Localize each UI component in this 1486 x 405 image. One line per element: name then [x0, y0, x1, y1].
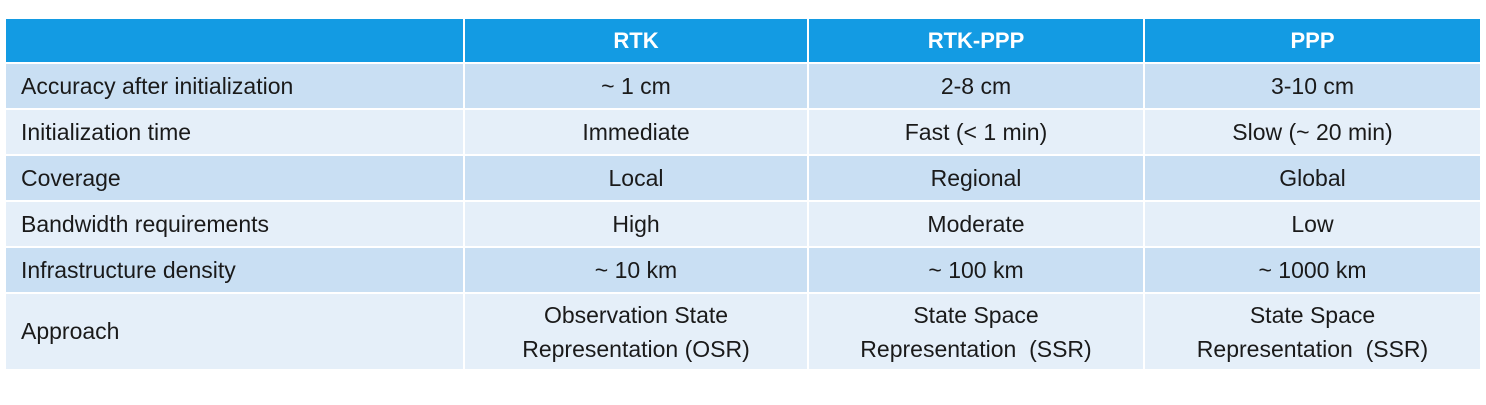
- cell-line: State Space: [1249, 301, 1376, 328]
- row-label: Bandwidth requirements: [6, 202, 465, 248]
- header-row: RTK RTK-PPP PPP: [6, 19, 1480, 64]
- table-row: Coverage Local Regional Global: [6, 156, 1480, 202]
- cell-rtk: ~ 10 km: [465, 248, 809, 294]
- cell-rtk-ppp: 2-8 cm: [809, 64, 1145, 110]
- cell-line: Representation (SSR): [860, 335, 1092, 362]
- header-cell-ppp: PPP: [1145, 19, 1480, 64]
- table-row: Initialization time Immediate Fast (< 1 …: [6, 110, 1480, 156]
- row-label: Infrastructure density: [6, 248, 465, 294]
- cell-rtk-ppp: Regional: [809, 156, 1145, 202]
- cell-rtk-ppp: Fast (< 1 min): [809, 110, 1145, 156]
- cell-line: Observation State: [543, 301, 729, 328]
- row-label: Approach: [6, 294, 465, 371]
- cell-line: State Space: [913, 301, 1039, 328]
- cell-ppp: Slow (~ 20 min): [1145, 110, 1480, 156]
- cell-ppp: State Space Representation (SSR): [1145, 294, 1480, 371]
- row-label: Accuracy after initialization: [6, 64, 465, 110]
- cell-line: Representation (SSR): [1196, 335, 1429, 362]
- cell-rtk: ~ 1 cm: [465, 64, 809, 110]
- cell-rtk-ppp: State Space Representation (SSR): [809, 294, 1145, 371]
- table-row: Approach Observation State Representatio…: [6, 294, 1480, 371]
- cell-ppp: 3-10 cm: [1145, 64, 1480, 110]
- cell-rtk: Immediate: [465, 110, 809, 156]
- header-cell-rtk-ppp: RTK-PPP: [809, 19, 1145, 64]
- cell-rtk: High: [465, 202, 809, 248]
- row-label: Coverage: [6, 156, 465, 202]
- table-row: Accuracy after initialization ~ 1 cm 2-8…: [6, 64, 1480, 110]
- table-row: Bandwidth requirements High Moderate Low: [6, 202, 1480, 248]
- cell-rtk-ppp: ~ 100 km: [809, 248, 1145, 294]
- cell-ppp: Global: [1145, 156, 1480, 202]
- table-row: Infrastructure density ~ 10 km ~ 100 km …: [6, 248, 1480, 294]
- cell-rtk: Observation State Representation (OSR): [465, 294, 809, 371]
- cell-line: Representation (OSR): [522, 335, 750, 362]
- cell-rtk: Local: [465, 156, 809, 202]
- row-label: Initialization time: [6, 110, 465, 156]
- cell-rtk-ppp: Moderate: [809, 202, 1145, 248]
- comparison-table: RTK RTK-PPP PPP Accuracy after initializ…: [6, 19, 1480, 371]
- header-cell-empty: [6, 19, 465, 64]
- cell-ppp: ~ 1000 km: [1145, 248, 1480, 294]
- header-cell-rtk: RTK: [465, 19, 809, 64]
- cell-ppp: Low: [1145, 202, 1480, 248]
